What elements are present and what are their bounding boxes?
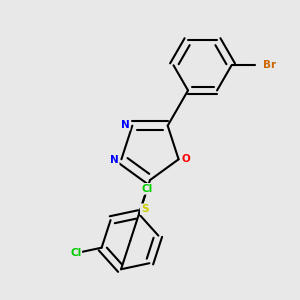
Text: N: N xyxy=(110,155,119,165)
Text: Cl: Cl xyxy=(70,248,81,258)
Text: O: O xyxy=(181,154,190,164)
Text: Br: Br xyxy=(263,60,277,70)
Text: N: N xyxy=(121,120,130,130)
Text: S: S xyxy=(141,204,148,214)
Text: Cl: Cl xyxy=(142,184,153,194)
